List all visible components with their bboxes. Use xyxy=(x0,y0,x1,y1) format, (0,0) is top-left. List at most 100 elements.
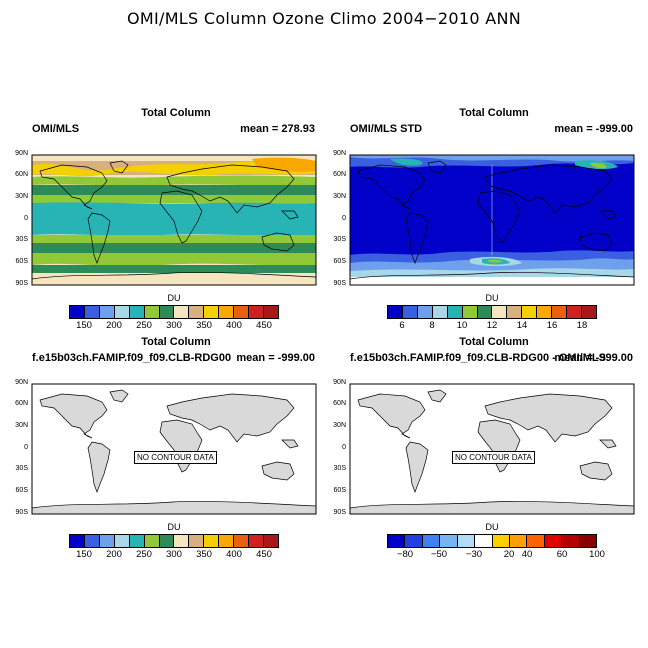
panel-mean-label: mean = 278.93 xyxy=(240,123,315,135)
colorbar-swatch xyxy=(509,535,528,547)
lat-label: 90S xyxy=(15,509,28,516)
colorbar-swatch xyxy=(144,535,160,547)
colorbar-swatch xyxy=(432,306,448,318)
colorbar-tick: 12 xyxy=(486,320,498,331)
colorbar-tick: 300 xyxy=(166,549,182,560)
colorbar-tick: 300 xyxy=(166,320,182,331)
colorbar-swatch xyxy=(544,535,563,547)
colorbar-swatch xyxy=(204,306,220,318)
lat-label: 60S xyxy=(333,258,346,265)
panel-left-label: f.e15b03ch.FAMIP.f09_f09.CLB-RDG00 - OMI… xyxy=(350,352,606,364)
panel-mean-label: mean = -999.00 xyxy=(236,352,315,364)
colorbar-tick: 20 xyxy=(503,549,515,560)
colorbar-swatch xyxy=(70,306,85,318)
colorbar xyxy=(387,305,597,319)
colorbar-swatch xyxy=(114,306,130,318)
colorbar-swatch xyxy=(552,306,568,318)
colorbar-swatch xyxy=(249,306,264,318)
lat-label: 90N xyxy=(333,379,346,386)
colorbar-swatch xyxy=(440,535,458,547)
blank-land-map xyxy=(349,383,635,515)
colorbar-swatch xyxy=(457,535,476,547)
lat-label: 30S xyxy=(15,236,28,243)
colorbar-swatch xyxy=(189,535,205,547)
colorbar-tick: 250 xyxy=(136,320,152,331)
colorbar-tick: 18 xyxy=(576,320,588,331)
lat-label: 90N xyxy=(15,379,28,386)
lat-label: 90S xyxy=(333,280,346,287)
lat-label: 30S xyxy=(333,236,346,243)
colorbar-swatch xyxy=(84,306,100,318)
panel-title: Total Column xyxy=(459,336,529,348)
colorbar-tick: −30 xyxy=(465,549,483,560)
lat-label: 60N xyxy=(333,400,346,407)
colorbar-swatch xyxy=(477,306,493,318)
colorbar-swatch xyxy=(99,535,115,547)
map-area: NO CONTOUR DATA xyxy=(31,383,317,515)
contour-fill xyxy=(32,155,316,285)
colorbar-swatch xyxy=(567,306,582,318)
lat-label: 60N xyxy=(15,400,28,407)
colorbar-tick: 450 xyxy=(256,320,272,331)
land-fill xyxy=(31,389,317,515)
ozone-contour-map xyxy=(31,154,317,286)
panel-title: Total Column xyxy=(141,107,211,119)
colorbar-tick: 150 xyxy=(76,549,92,560)
panel-left-label: OMI/MLS STD xyxy=(350,123,423,135)
colorbar-swatch xyxy=(174,306,190,318)
colorbar-swatch xyxy=(129,306,145,318)
colorbar-swatch xyxy=(405,535,423,547)
lat-label: 90N xyxy=(15,150,28,157)
colorbar-swatch xyxy=(527,535,545,547)
lat-label: 30N xyxy=(333,422,346,429)
colorbar-swatch xyxy=(114,535,130,547)
panel-model-run: Total Column f.e15b03ch.FAMIP.f09_f09.CL… xyxy=(0,334,317,570)
map-area: NO CONTOUR DATA xyxy=(349,383,635,515)
map-frame xyxy=(349,154,635,286)
colorbar-swatch xyxy=(70,535,85,547)
panel-mean-label: mean = -999.00 xyxy=(554,352,633,364)
colorbar-swatch xyxy=(422,535,441,547)
colorbar-swatch xyxy=(462,306,478,318)
panel-mean-label: mean = -999.00 xyxy=(554,123,633,135)
lat-label: 60S xyxy=(15,487,28,494)
colorbar-swatch xyxy=(402,306,418,318)
colorbar-tick: 100 xyxy=(589,549,605,560)
colorbar-tick: 150 xyxy=(76,320,92,331)
colorbar-tick: 400 xyxy=(226,320,242,331)
colorbar-swatch xyxy=(507,306,523,318)
colorbar-swatch xyxy=(579,535,597,547)
map-frame xyxy=(31,383,317,515)
lat-label: 30N xyxy=(15,422,28,429)
coastlines xyxy=(31,160,317,280)
colorbar-tick: 400 xyxy=(226,549,242,560)
map-area xyxy=(349,154,635,286)
colorbar-units: DU xyxy=(167,522,181,532)
panel-omi-mls: Total Column OMI/MLS mean = 278.93 90N 6… xyxy=(0,105,317,341)
colorbar-tick: 200 xyxy=(106,320,122,331)
panel-title: Total Column xyxy=(459,107,529,119)
figure-title: OMI/MLS Column Ozone Climo 2004−2010 ANN xyxy=(126,9,521,28)
colorbar-swatch xyxy=(249,535,264,547)
colorbar-tick: 40 xyxy=(521,549,533,560)
lat-label: 90S xyxy=(333,509,346,516)
colorbar-units: DU xyxy=(167,293,181,303)
colorbar-swatch xyxy=(234,535,250,547)
colorbar-tick: 6 xyxy=(399,320,405,331)
lat-label: 30S xyxy=(333,465,346,472)
colorbar xyxy=(69,534,279,548)
colorbar-swatch xyxy=(417,306,433,318)
colorbar-swatch xyxy=(447,306,463,318)
lat-label: 0 xyxy=(24,215,28,222)
map-area xyxy=(31,154,317,286)
no-contour-label: NO CONTOUR DATA xyxy=(452,451,535,464)
colorbar-tick: 16 xyxy=(546,320,558,331)
colorbar-tick: 8 xyxy=(429,320,435,331)
lat-label: 90N xyxy=(333,150,346,157)
colorbar-swatch xyxy=(537,306,553,318)
colorbar-tick: 250 xyxy=(136,549,152,560)
colorbar-swatch xyxy=(219,535,235,547)
lat-label: 0 xyxy=(342,215,346,222)
colorbar-swatch xyxy=(129,535,145,547)
